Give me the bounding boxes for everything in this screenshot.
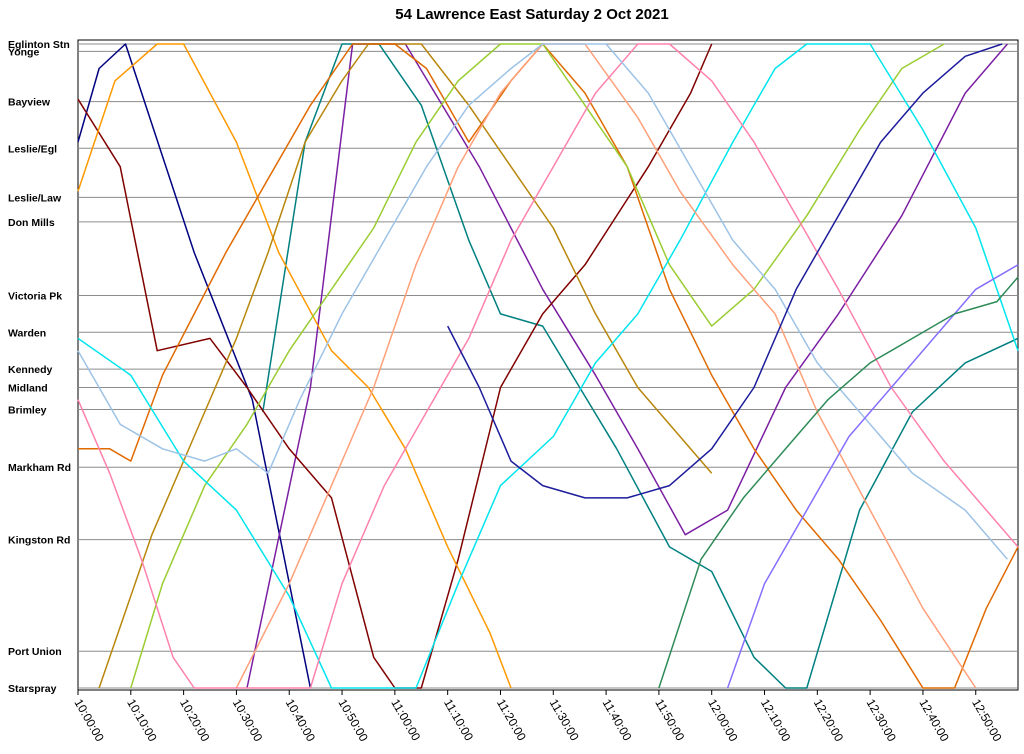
x-tick-label: 11:10:00 [441,697,476,744]
stop-label: Markham Rd [8,462,71,474]
stop-label: Warden [8,327,46,339]
trip-line [130,43,945,689]
trip-line [726,264,1019,689]
plot-area-border [77,39,1019,691]
trip-line [246,43,1008,689]
x-tick-label: 12:40:00 [916,697,952,745]
x-tick-label: 12:00:00 [705,697,741,745]
x-tick-label: 11:20:00 [494,697,529,744]
time-tick-labels: 10:00:00 10:10:00 10:20:00 10:30:00 10:40:00… [71,690,1005,745]
series-group [77,43,1019,689]
x-tick-label: 12:50:00 [969,697,1005,745]
trip-line [77,43,512,689]
stop-label: Kingston Rd [8,535,70,547]
x-tick-label: 11:40:00 [599,697,634,744]
trip-line [262,43,1019,689]
x-tick-label: 12:30:00 [864,697,900,745]
stop-label: Don Mills [8,217,55,229]
x-tick-label: 11:00:00 [388,697,423,744]
stop-label: Midland [8,382,48,394]
stop-label: Brimley [8,405,47,417]
stop-label: Victoria Pk [8,290,62,302]
trip-line [447,43,1003,499]
x-tick-label: 12:20:00 [811,697,847,745]
x-tick-label: 10:40:00 [283,697,319,745]
x-tick-label: 12:10:00 [758,697,794,745]
chart-title: 54 Lawrence East Saturday 2 Oct 2021 [395,6,669,23]
stop-label: Leslie/Egl [8,143,57,155]
trip-line [77,43,312,689]
gridlines [78,43,1018,689]
x-tick-label: 10:00:00 [71,697,107,745]
trip-line [77,43,1019,689]
trip-line [77,43,1008,560]
stop-label: Kennedy [8,364,53,376]
x-tick-label: 11:50:00 [652,697,687,744]
stop-label: Eglinton Stn [8,39,70,51]
trip-line [98,43,713,689]
trip-line [658,276,1019,689]
stop-label: Yonge [8,46,39,58]
trip-line [78,43,1019,689]
x-tick-label: 10:30:00 [230,697,266,745]
trip-line [77,43,713,689]
x-tick-label: 10:50:00 [335,697,371,745]
stop-label: Port Union [8,646,62,658]
stop-label: Starspray [8,683,57,695]
trip-line [77,43,1019,689]
stop-label: Leslie/Law [8,192,62,204]
x-tick-label: 10:10:00 [124,697,160,745]
x-tick-label: 10:20:00 [177,697,213,745]
stop-label: Bayview [8,97,51,109]
x-tick-label: 11:30:00 [547,697,582,744]
